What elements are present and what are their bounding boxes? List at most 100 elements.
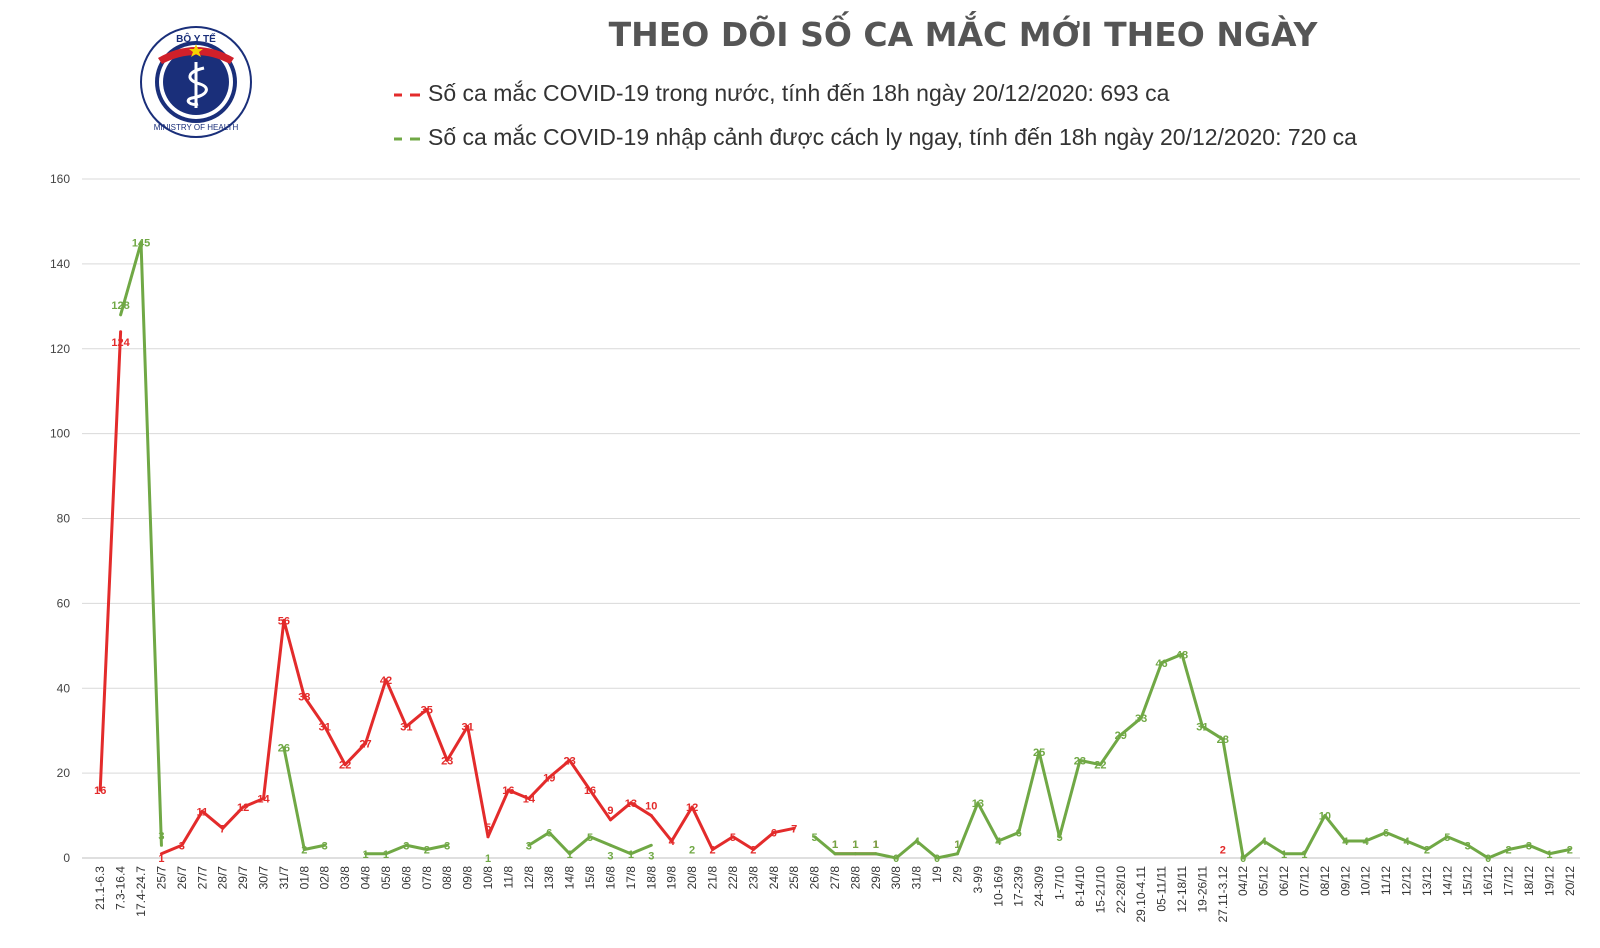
y-axis-ticks: 0 20 40 60 80 100 120 140 160	[50, 172, 70, 865]
x-tick-label: 17-23/9	[1012, 866, 1026, 907]
y-tick-label: 60	[57, 596, 71, 610]
x-axis-ticks: 21.1-6.3 7.3-16.4 17.4-24.7 25/7 26/7 27/7 28/…	[93, 866, 1577, 923]
data-label-series-0: 31	[461, 721, 473, 733]
series-0-segment	[200, 809, 225, 830]
data-label-series-1: 0	[893, 853, 899, 865]
x-tick-label: 8-14/10	[1073, 866, 1087, 907]
x-tick-label: 28/7	[216, 866, 230, 890]
series-1-segment	[915, 839, 939, 860]
x-tick-label: 07/12	[1297, 866, 1311, 896]
x-tick-label: 15-21/10	[1093, 866, 1107, 914]
data-label-series-1: 1	[873, 839, 879, 851]
data-label-series-1: 6	[546, 828, 552, 840]
x-tick-label: 12-18/11	[1175, 866, 1189, 913]
series-1-segment	[1384, 831, 1409, 843]
x-tick-label: 27.11-3.12	[1216, 866, 1230, 923]
x-tick-label: 1-7/10	[1053, 866, 1067, 900]
series-1-segment	[1200, 724, 1225, 741]
series-0-segment	[323, 724, 347, 767]
x-tick-label: 11/12	[1379, 866, 1393, 895]
series-0-segment	[425, 707, 449, 762]
x-tick-label: 14/12	[1440, 866, 1454, 896]
data-label-series-0: 22	[339, 760, 351, 772]
x-tick-label: 14/8	[563, 866, 577, 890]
data-label-series-0: 1	[873, 839, 879, 851]
data-label-series-0: 2	[709, 845, 715, 857]
x-tick-label: 04/8	[359, 866, 373, 890]
data-label-series-1: 4	[1342, 836, 1349, 848]
series-0-segment	[588, 788, 612, 822]
data-label-series-1: 3	[403, 840, 409, 852]
series-0-segment	[364, 678, 388, 745]
data-label-series-1: 13	[972, 798, 984, 810]
data-label-series-0: 1	[832, 839, 838, 851]
series-1-segment	[1180, 652, 1204, 728]
series-1-segment	[996, 831, 1021, 843]
legend-label-domestic: Số ca mắc COVID-19 trong nước, tính đến …	[428, 80, 1170, 106]
data-label-series-1: 4	[995, 836, 1002, 848]
series-1-segment	[302, 843, 327, 852]
series-0-segment	[343, 741, 368, 767]
series-0-segment	[690, 805, 715, 852]
y-tick-label: 160	[50, 172, 70, 186]
data-label-series-1: 2	[1505, 845, 1511, 857]
series-0-segment	[547, 758, 572, 779]
x-tick-label: 06/12	[1277, 866, 1291, 896]
data-label-series-0: 19	[543, 772, 555, 784]
data-label-series-1: 5	[587, 832, 593, 844]
data-label-series-0: 16	[502, 785, 514, 797]
x-tick-label: 03/8	[338, 866, 352, 890]
x-tick-label: 09/12	[1338, 866, 1352, 896]
x-tick-label: 05/8	[379, 866, 393, 890]
data-label-series-0: 12	[237, 802, 249, 814]
x-tick-label: 02/8	[318, 866, 332, 890]
x-tick-label: 07/8	[420, 866, 434, 890]
x-tick-label: 23/8	[746, 866, 760, 890]
data-label-series-1: 3	[158, 830, 164, 842]
legend: Số ca mắc COVID-19 trong nước, tính đến …	[394, 80, 1357, 150]
x-tick-label: 13/8	[542, 866, 556, 890]
x-tick-label: 24/8	[767, 866, 781, 890]
chart-title: THEO DÕI SỐ CA MẮC MỚI THEO NGÀY	[609, 9, 1319, 54]
x-tick-label: 2/9	[950, 866, 964, 883]
x-tick-label: 7.3-16.4	[114, 866, 128, 910]
data-label-series-0: 13	[625, 798, 637, 810]
data-label-series-0: 7	[220, 823, 226, 835]
data-label-series-1: 6	[1016, 828, 1022, 840]
series-1-segment	[568, 835, 592, 856]
series-1-segment	[119, 241, 143, 317]
data-label-series-1: 0	[1485, 853, 1491, 865]
data-label-series-1: 3	[1465, 840, 1471, 852]
data-label-series-1: 1	[1281, 849, 1287, 861]
series-0-segment	[221, 805, 245, 830]
data-label-series-1: 1	[1301, 849, 1307, 861]
data-label-series-1: 4	[1363, 836, 1370, 848]
series-1-segment	[1466, 843, 1490, 860]
legend-label-imported: Số ca mắc COVID-19 nhập cảnh được cách l…	[428, 124, 1357, 150]
x-tick-label: 12/8	[522, 866, 536, 890]
series-1-segment	[1425, 835, 1449, 852]
series-1-segment	[282, 746, 306, 852]
data-label-series-0: 16	[94, 785, 106, 797]
data-label-series-1: 5	[812, 832, 818, 844]
series-1-segment	[608, 843, 633, 856]
x-tick-label: 3-9/9	[971, 866, 985, 894]
data-label-series-0: 9	[607, 805, 613, 817]
series-1-segment	[1547, 848, 1572, 856]
x-tick-label: 05-11/11	[1155, 866, 1169, 912]
series-1-segment	[527, 831, 551, 847]
x-tick-label: 16/8	[603, 866, 617, 890]
series-1-segment	[425, 843, 449, 852]
x-tick-label: 18/8	[644, 866, 658, 890]
data-label-series-0: 1	[852, 839, 858, 851]
data-label-series-0: 42	[380, 675, 392, 687]
x-tick-label: 26/8	[808, 866, 822, 890]
data-label-series-0: 5	[485, 822, 491, 834]
x-tick-label: 27/8	[828, 866, 842, 890]
series-1-segment	[1058, 758, 1082, 839]
series-0-segment	[180, 809, 204, 847]
data-label-series-0: 31	[400, 721, 412, 733]
data-label-series-0: 23	[564, 755, 576, 767]
data-label-series-0: 27	[359, 738, 371, 750]
